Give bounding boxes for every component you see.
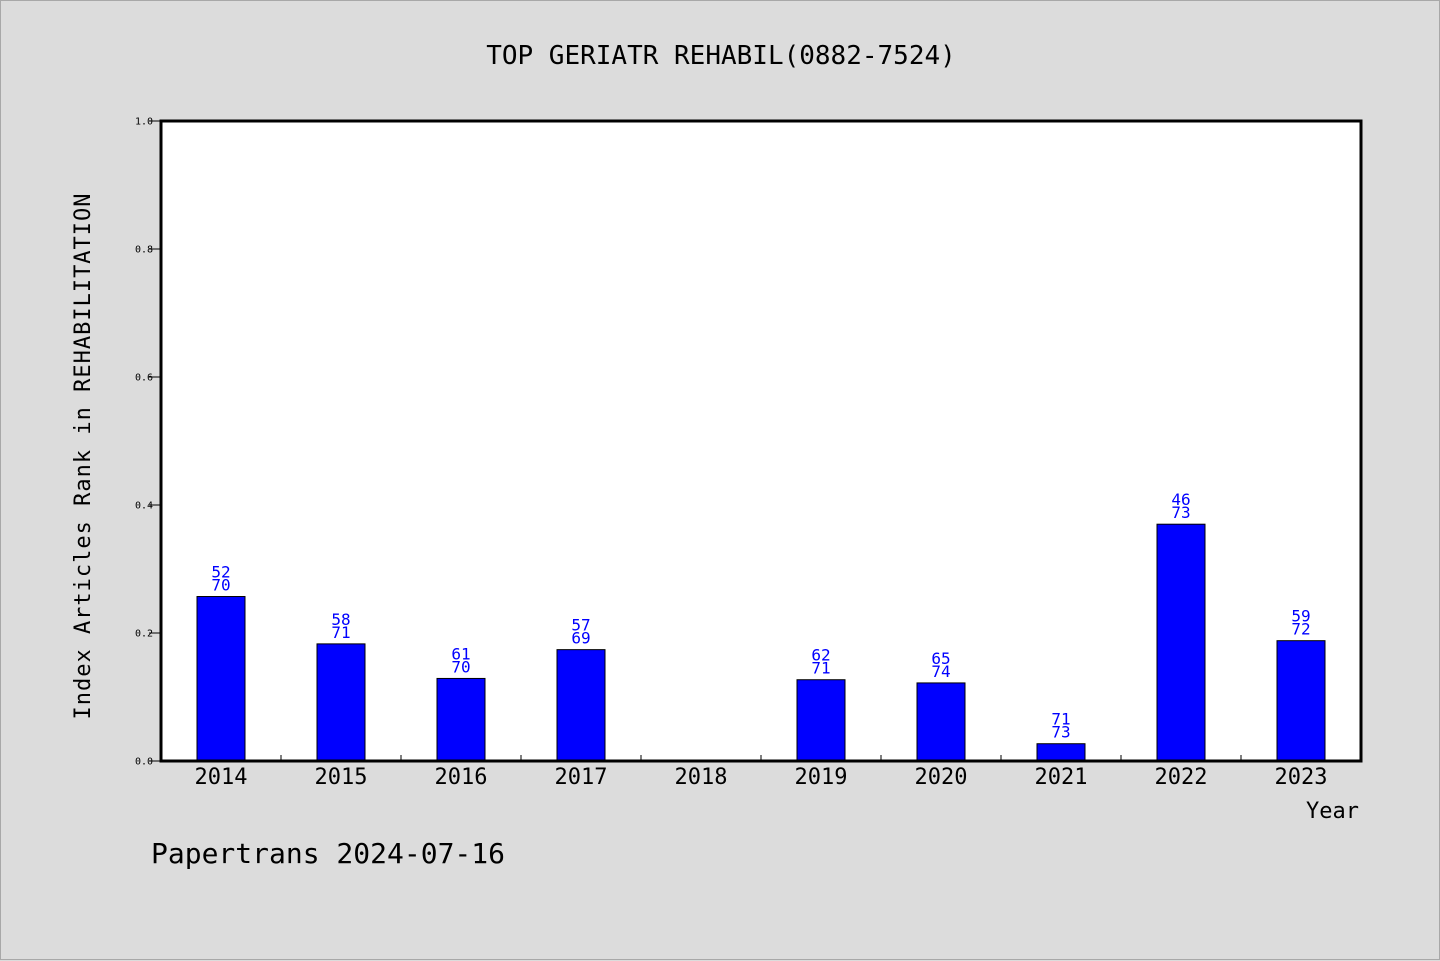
footer-text: Papertrans 2024-07-16 — [151, 837, 505, 870]
bar-label-total: 74 — [931, 662, 950, 681]
plot-border — [159, 119, 1363, 763]
y-tick-label: 0.4 — [135, 501, 153, 512]
y-tick-label: 0.8 — [135, 245, 153, 256]
x-tick-label: 2020 — [915, 765, 968, 790]
y-axis-ticks: 0.0 0.2 0.4 0.6 0.8 1.0 — [135, 117, 161, 768]
bar — [1276, 640, 1326, 762]
x-tick-label: 2015 — [315, 765, 368, 790]
y-tick-label: 1.0 — [135, 117, 153, 128]
y-axis-label: Index Articles Rank in REHABILITATION — [71, 192, 96, 719]
bar — [796, 679, 846, 762]
bar-label-total: 71 — [331, 623, 350, 642]
bar — [556, 649, 606, 762]
bar-label-total: 73 — [1051, 723, 1070, 742]
x-tick-label: 2023 — [1275, 765, 1328, 790]
y-tick-label: 0.6 — [135, 373, 153, 384]
x-axis-ticks: 2014 2015 2016 2017 2018 2019 2020 2021 2022 2023 — [195, 755, 1328, 790]
x-tick-label: 2016 — [435, 765, 488, 790]
bar — [196, 596, 246, 762]
bar-label-rank: 52 — [211, 563, 230, 582]
bar-label-rank: 65 — [931, 649, 950, 668]
bar — [436, 677, 486, 762]
bar-label-rank: 57 — [571, 616, 590, 635]
bar-label-rank: 61 — [451, 644, 470, 663]
x-tick-label: 2018 — [675, 765, 728, 790]
bar — [316, 643, 366, 762]
x-tick-label: 2019 — [795, 765, 848, 790]
bars-group — [196, 523, 1326, 762]
bar-label-rank: 58 — [331, 610, 350, 629]
bar-label-total: 69 — [571, 629, 590, 648]
bar-label-total: 70 — [451, 657, 470, 676]
y-tick-label: 0.2 — [135, 629, 153, 640]
bar-label-total: 71 — [811, 659, 830, 678]
chart-title: TOP GERIATR REHABIL(0882-7524) — [486, 41, 956, 71]
bar — [916, 682, 966, 762]
bar-label-rank: 46 — [1171, 490, 1190, 509]
bar-label-total: 72 — [1291, 620, 1310, 639]
x-tick-label: 2017 — [555, 765, 608, 790]
bar-label-total: 70 — [211, 576, 230, 595]
bar-label-rank: 59 — [1291, 607, 1310, 626]
y-tick-label: 0.0 — [135, 757, 153, 768]
bar — [1156, 523, 1206, 762]
x-tick-label: 2021 — [1035, 765, 1088, 790]
x-tick-label: 2022 — [1155, 765, 1208, 790]
bar-label-total: 73 — [1171, 503, 1190, 522]
bar-label-rank: 71 — [1051, 710, 1070, 729]
x-tick-label: 2014 — [195, 765, 248, 790]
x-axis-label: Year — [1306, 799, 1359, 824]
bar — [1036, 743, 1086, 762]
bar-label-rank: 62 — [811, 646, 830, 665]
